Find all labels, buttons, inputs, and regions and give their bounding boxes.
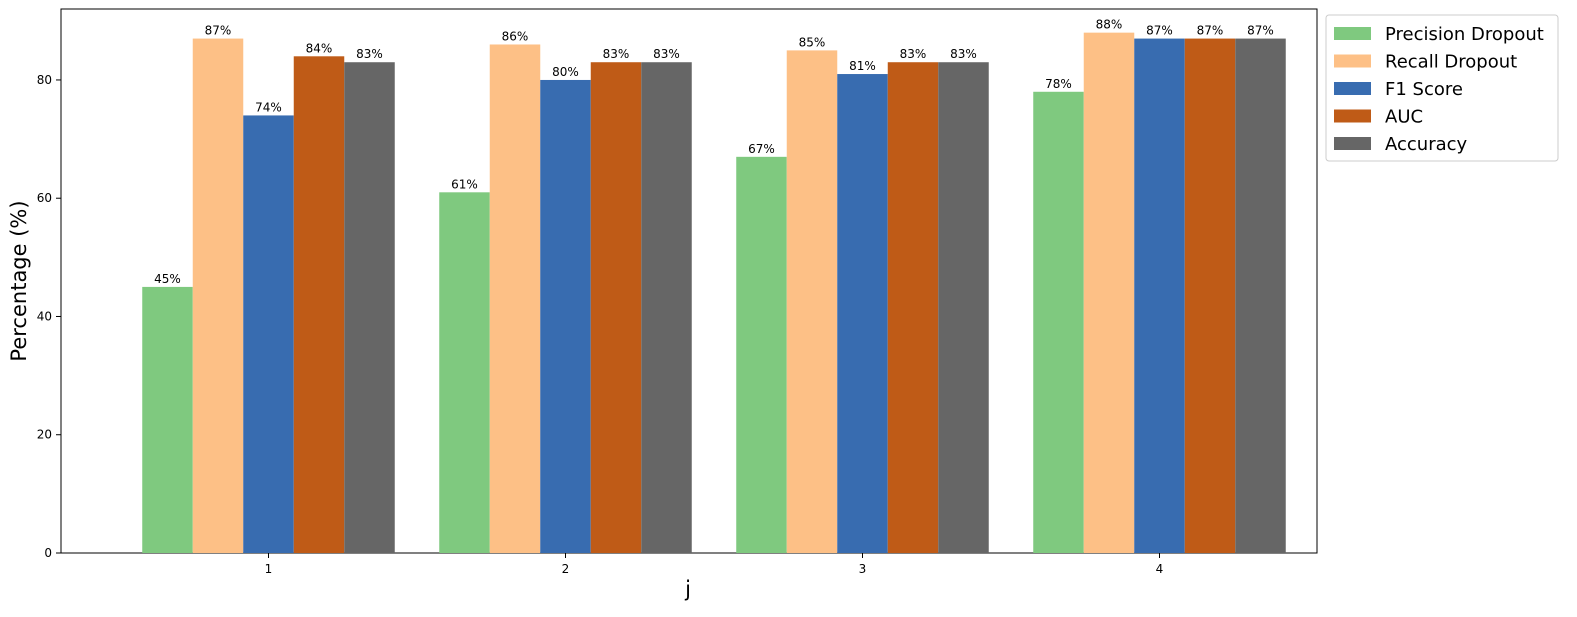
y-axis: 0 20 40 60 80 xyxy=(37,73,61,560)
data-label: 83% xyxy=(356,47,383,61)
legend-swatch xyxy=(1334,109,1371,123)
legend-swatch xyxy=(1334,82,1371,95)
x-tick-label: 2 xyxy=(562,562,570,576)
legend-box xyxy=(1325,14,1559,162)
bar-auc-1 xyxy=(293,56,345,554)
bar-recall-dropout-1 xyxy=(192,38,244,553)
bar-auc-2 xyxy=(590,62,642,553)
x-axis: 1 2 3 4 xyxy=(265,553,1164,576)
legend-label: Accuracy xyxy=(1385,134,1468,155)
y-tick-label: 0 xyxy=(44,546,52,560)
legend-swatch xyxy=(1334,54,1371,68)
data-label: 81% xyxy=(849,59,876,73)
data-label: 85% xyxy=(799,35,826,49)
bar-precision-dropout-3 xyxy=(736,156,787,553)
y-tick-label: 40 xyxy=(37,309,52,323)
bar-accuracy-3 xyxy=(938,62,989,553)
data-label: 83% xyxy=(603,47,630,61)
legend-label: Recall Dropout xyxy=(1385,52,1517,73)
data-label: 83% xyxy=(653,47,680,61)
legend-label: Precision Dropout xyxy=(1385,24,1544,45)
bar-recall-dropout-3 xyxy=(786,50,838,553)
bar-precision-dropout-2 xyxy=(439,192,490,554)
data-label: 67% xyxy=(748,142,775,156)
data-label: 87% xyxy=(1247,24,1274,38)
legend: Precision Dropout Recall Dropout F1 Score A… xyxy=(1325,14,1559,162)
data-labels-layer: 45% 61% 67% 78% 87% 86% 85% 88% 74% 80% 81% 87% 84% 8… xyxy=(154,18,1274,286)
bar-recall-dropout-2 xyxy=(489,44,541,553)
bar-f1-score-1 xyxy=(243,115,294,554)
data-label: 80% xyxy=(552,65,579,79)
legend-label: AUC xyxy=(1385,107,1423,128)
y-tick-label: 80 xyxy=(37,73,52,87)
bars-layer xyxy=(142,32,1286,554)
data-label: 84% xyxy=(306,41,333,55)
bar-precision-dropout-1 xyxy=(142,286,193,553)
x-tick-label: 1 xyxy=(265,562,273,576)
x-tick-label: 3 xyxy=(859,562,867,576)
data-label: 87% xyxy=(205,24,232,38)
bar-precision-dropout-4 xyxy=(1033,91,1084,553)
bar-recall-dropout-4 xyxy=(1083,32,1135,553)
bar-f1-score-4 xyxy=(1134,38,1185,553)
legend-swatch xyxy=(1334,27,1371,40)
x-axis-title: j xyxy=(684,577,691,601)
data-label: 78% xyxy=(1045,77,1072,91)
bar-auc-3 xyxy=(887,62,939,553)
y-tick-label: 60 xyxy=(37,191,52,205)
bar-f1-score-2 xyxy=(540,79,591,554)
legend-swatch xyxy=(1334,137,1371,150)
data-label: 86% xyxy=(502,29,529,43)
bar-auc-4 xyxy=(1184,38,1236,553)
y-axis-title: Percentage (%) xyxy=(7,200,31,361)
bar-accuracy-4 xyxy=(1235,38,1286,553)
data-label: 87% xyxy=(1197,24,1224,38)
data-label: 45% xyxy=(154,272,181,286)
data-label: 88% xyxy=(1096,18,1123,32)
data-label: 83% xyxy=(950,47,977,61)
data-label: 61% xyxy=(451,177,478,191)
data-label: 74% xyxy=(255,100,282,114)
x-tick-label: 4 xyxy=(1156,562,1164,576)
y-tick-label: 20 xyxy=(37,428,52,442)
legend-label: F1 Score xyxy=(1385,79,1463,100)
bar-accuracy-2 xyxy=(641,62,692,553)
data-label: 83% xyxy=(900,47,927,61)
bar-accuracy-1 xyxy=(344,62,395,553)
bar-f1-score-3 xyxy=(837,74,888,553)
data-label: 87% xyxy=(1146,24,1173,38)
